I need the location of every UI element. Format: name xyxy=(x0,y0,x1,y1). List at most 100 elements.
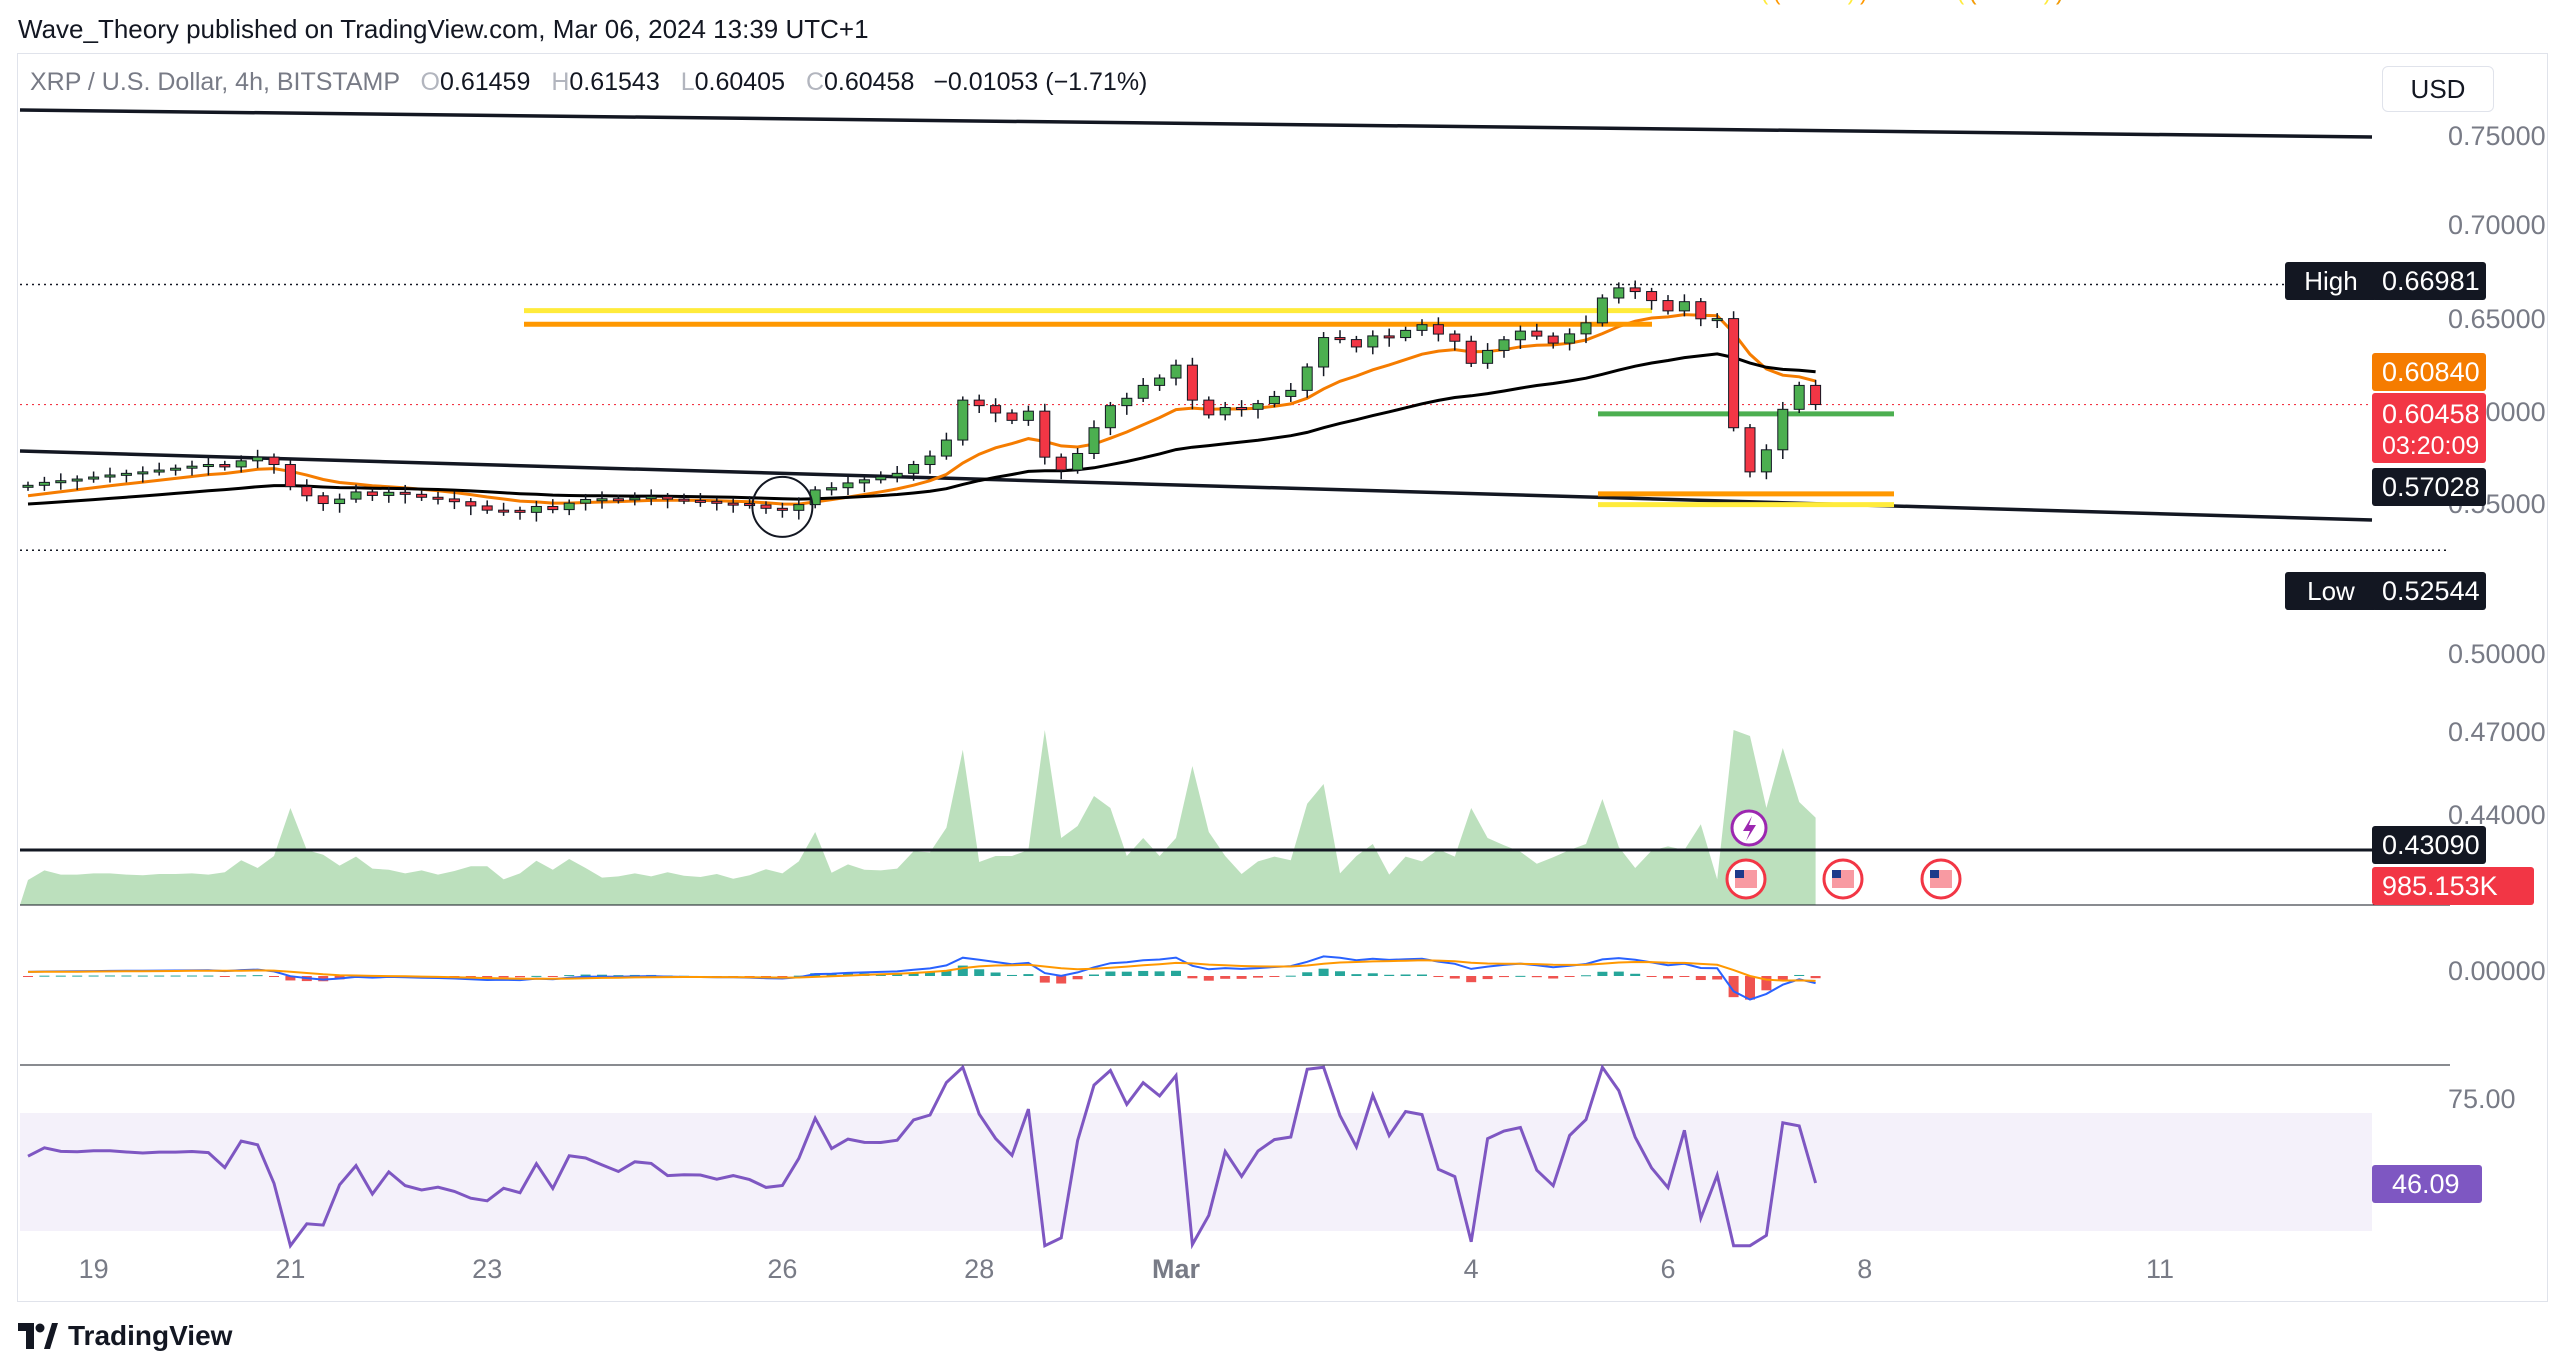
close-value: 0.60458 xyxy=(824,68,915,96)
candle-body xyxy=(1580,322,1592,335)
close-label: C xyxy=(805,68,824,96)
candle-body xyxy=(1482,349,1494,364)
candle-body xyxy=(1236,406,1248,410)
time-tick-label: 8 xyxy=(1857,1254,1872,1284)
macd-histogram-bar xyxy=(482,976,493,978)
macd-histogram-bar xyxy=(1466,976,1477,983)
ema-200-line xyxy=(27,352,1816,506)
candle-body xyxy=(1219,406,1231,416)
fib-levels: 0.65 (0.65565)0.618 (0.64821) 0.382 (0.59… xyxy=(524,0,2063,508)
time-axis: 19 21 23 26 28 Mar 4 6 8 11 xyxy=(79,1254,2174,1284)
macd-histogram-bar xyxy=(1712,976,1723,980)
macd-histogram-bar xyxy=(974,969,985,976)
candle-body xyxy=(563,502,575,511)
candle-body xyxy=(760,504,772,509)
upper-trend-line xyxy=(19,108,2373,139)
candle-body xyxy=(1596,297,1608,324)
macd-pane xyxy=(20,955,2450,1066)
price-tick-label: 0.47000 xyxy=(2448,717,2546,747)
macd-histogram-bar xyxy=(908,972,919,976)
candle-body xyxy=(284,464,296,488)
candle-body xyxy=(1055,456,1067,471)
candle-body xyxy=(744,503,756,507)
time-tick-label: Mar xyxy=(1152,1254,1201,1284)
macd-histogram-bar xyxy=(137,975,148,977)
macd-histogram-bar xyxy=(1777,976,1788,981)
macd-histogram-bar xyxy=(187,975,197,977)
reversal-circle-marker xyxy=(751,475,814,538)
macd-histogram-bar xyxy=(1630,973,1641,976)
candle-body xyxy=(1760,449,1772,473)
symbol-name[interactable]: XRP / U.S. Dollar, 4h, BITSTAMP xyxy=(30,68,400,96)
macd-histogram-bar xyxy=(1384,974,1395,976)
macd-zero-label: 0.00000 xyxy=(2448,956,2546,986)
time-tick-label: 23 xyxy=(472,1254,502,1284)
candle-body xyxy=(1465,340,1477,364)
rsi-badge-bg xyxy=(2372,1165,2482,1203)
tradingview-logo-icon xyxy=(18,1323,58,1349)
candle-body xyxy=(1006,412,1018,421)
price-axis: 0.750000.700000.650000.600000.550000.500… xyxy=(2285,121,2546,1203)
macd-histogram-bar xyxy=(269,976,279,977)
us-flag-icon-canton xyxy=(1832,870,1841,878)
macd-histogram-bar xyxy=(826,973,837,976)
macd-histogram-bar xyxy=(1613,971,1624,976)
macd-histogram-bar xyxy=(1548,976,1559,979)
candle-body xyxy=(416,493,428,498)
candle-body xyxy=(662,496,674,500)
candle-body xyxy=(1432,324,1444,335)
candle-body xyxy=(957,399,969,441)
time-tick-label: 28 xyxy=(964,1254,994,1284)
candle-body xyxy=(940,439,952,457)
macd-histogram-bar xyxy=(892,973,903,976)
candle-body xyxy=(875,476,887,481)
macd-histogram-bar xyxy=(1056,976,1067,984)
macd-histogram-bar xyxy=(547,976,558,977)
candle-body xyxy=(1547,335,1559,344)
currency-selector[interactable]: USD xyxy=(2382,66,2494,112)
time-tick-label: 19 xyxy=(79,1254,109,1284)
time-tick-label: 21 xyxy=(275,1254,305,1284)
candle-body xyxy=(1318,337,1330,368)
macd-histogram-bar xyxy=(121,975,132,977)
high-badge-bg xyxy=(2372,262,2486,300)
candle-body xyxy=(1646,291,1658,302)
macd-histogram-bar xyxy=(1367,973,1378,976)
candle-body xyxy=(1203,399,1215,416)
bar-countdown: 03:20:09 xyxy=(2382,432,2479,460)
candle-body xyxy=(1301,366,1313,391)
candle-body xyxy=(908,464,920,474)
candle-body xyxy=(1137,384,1149,399)
price-chart[interactable]: 0.65 (0.65565)0.618 (0.64821) 0.382 (0.59… xyxy=(0,0,2566,1310)
macd-histogram-bar xyxy=(1318,968,1329,976)
high-tag: High xyxy=(2304,266,2357,296)
candle-body xyxy=(1104,405,1116,429)
candle-body xyxy=(1793,384,1805,410)
macd-histogram-bar xyxy=(1105,971,1116,976)
macd-histogram-bar xyxy=(1351,974,1362,976)
candle-body xyxy=(1022,410,1034,421)
candle-body xyxy=(317,495,329,505)
low-value: 0.60405 xyxy=(694,68,785,96)
candle-body xyxy=(1695,301,1707,320)
footer-brand[interactable]: TradingView xyxy=(18,1320,232,1352)
candle-body xyxy=(104,474,116,478)
macd-histogram-bar xyxy=(1171,970,1181,976)
candle-body xyxy=(301,486,313,497)
macd-histogram-bar xyxy=(1220,976,1231,979)
macd-histogram-bar xyxy=(252,975,263,977)
candle-body xyxy=(711,500,723,504)
candle-body xyxy=(842,482,854,489)
candle-body xyxy=(1088,427,1100,454)
macd-histogram-bar xyxy=(1794,974,1805,976)
candle-body xyxy=(1367,335,1379,348)
fib-label: 0.65 (0.65565) xyxy=(1712,0,1855,5)
macd-histogram-bar xyxy=(1564,976,1575,977)
macd-histogram-bar xyxy=(1581,975,1591,977)
ema200-badge: 0.57028 xyxy=(2382,472,2480,502)
candle-body xyxy=(1154,377,1166,386)
candle-body xyxy=(71,478,83,482)
candle-body xyxy=(1416,324,1428,331)
macd-histogram-bar xyxy=(1007,974,1017,976)
publish-attribution: Wave_Theory published on TradingView.com… xyxy=(18,14,869,44)
